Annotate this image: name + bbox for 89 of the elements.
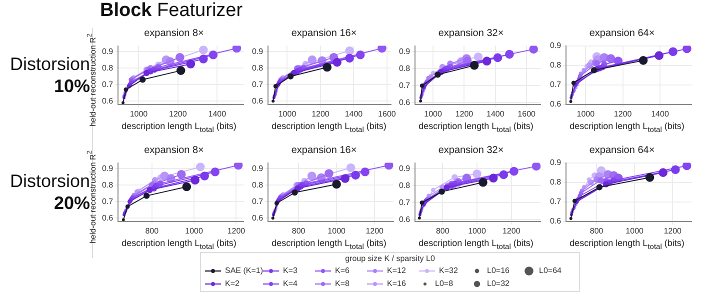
legend-label: K=6 [335,266,350,275]
x-tick-label: 800 [145,226,160,236]
legend-label: K=2 [225,279,240,288]
x-tick-label: 1200 [227,226,246,236]
legend-label: SAE (K=1) [225,266,264,275]
x-axis-title: description length L$_{total}$ (bits) [418,121,534,134]
y-tick-label: 0.8 [398,180,411,190]
y-tick-label: 0.9 [102,164,114,173]
x-tick-label: 1000 [278,109,297,118]
legend-title: group size K / sparsity L0 [344,254,436,263]
x-tick-label: 1000 [626,226,644,236]
x-tick-label: 1000 [468,226,486,236]
y-tick-label: 0.6 [102,213,114,222]
y-tick-label: 0.6 [550,100,562,109]
chart-title: expansion 32× [437,28,505,39]
x-tick-label: 1200 [366,226,384,236]
x-tick-label: 1000 [328,226,346,236]
y-tick-label: 0.9 [102,46,114,56]
legend-label: K=3 [283,266,298,275]
y-tick-label: 0.7 [398,80,411,90]
x-axis-title: description length L$_{total}$ (bits) [120,121,238,134]
x-tick-label: 1000 [130,109,148,118]
y-tick-label: 0.8 [252,180,264,190]
x-tick-label: 1000 [424,109,442,118]
y-tick-label: 0.9 [550,158,562,168]
legend-label: K=16 [387,279,406,288]
x-tick-label: 1200 [169,109,188,118]
x-tick-label: 1000 [185,226,204,236]
x-tick-label: 800 [292,226,306,236]
x-tick-label: 1400 [208,109,227,118]
y-tick-label: 0.6 [398,214,411,224]
chart-title: expansion 64× [588,28,656,39]
y-tick-label: 0.8 [398,64,411,73]
text: L0=16 [487,266,510,275]
legend-label: K=12 [387,266,406,275]
x-tick-label: 1200 [664,226,682,236]
x-tick-label: 1200 [502,226,521,236]
y-tick-label: 0.8 [550,178,562,187]
y-tick-label: 0.9 [252,164,264,173]
chart-title: expansion 16× [290,28,358,39]
chart-title: expansion 8× [143,28,205,39]
y-tick-label: 0.8 [252,63,264,72]
x-axis-title: description length L$_{total}$ (bits) [418,238,534,251]
x-tick-label: 1600 [518,109,536,118]
x-tick-label: 1200 [614,109,632,118]
y-tick-label: 0.6 [102,96,114,106]
x-axis-title: description length L$_{total}$ (bits) [120,238,238,251]
text: L0=32 [487,279,510,288]
x-tick-label: 1200 [455,109,474,118]
y-tick-label: 0.9 [398,164,411,173]
chart-title: expansion 8× [143,145,205,156]
y-tick-label: 0.7 [550,197,562,206]
x-tick-label: 1200 [312,109,330,118]
y-tick-label: 0.7 [252,196,264,206]
text: Block Featurizer [100,0,243,22]
y-tick-label: 0.8 [102,63,114,72]
x-tick-label: 1400 [486,109,505,118]
y-tick-label: 0.9 [550,41,562,50]
text: L0=8 [435,279,454,288]
y-tick-label: 0.7 [252,80,264,89]
y-tick-label: 0.6 [252,96,264,106]
y-tick-label: 0.7 [550,80,562,90]
y-tick-label: 0.7 [102,196,114,206]
y-tick-label: 0.9 [252,46,264,56]
text: L0=64 [539,266,562,275]
x-tick-label: 1000 [576,109,596,118]
chart-title: expansion 32× [437,145,505,156]
x-axis-title: description length L$_{total}$ (bits) [568,121,686,134]
x-tick-label: 1400 [344,109,364,118]
chart-title: expansion 64× [588,145,656,156]
chart-title: expansion 16× [290,145,358,156]
x-tick-label: 1600 [378,109,396,118]
y-tick-label: 0.8 [550,60,562,70]
y-tick-label: 0.7 [102,80,114,89]
y-tick-label: 0.9 [398,46,411,56]
x-axis-title: description length L$_{total}$ (bits) [270,238,388,251]
x-tick-label: 1400 [651,109,670,118]
legend-label: K=4 [283,279,298,288]
y-tick-label: 0.8 [102,180,114,190]
x-axis-title: description length L$_{total}$ (bits) [568,238,686,251]
legend-label: K=32 [439,266,458,275]
x-axis-title: description length L$_{total}$ (bits) [270,121,388,134]
y-tick-label: 0.7 [398,198,411,207]
y-tick-label: 0.6 [550,216,562,226]
legend-label: K=8 [335,279,350,288]
y-tick-label: 0.6 [252,213,264,222]
x-tick-label: 800 [436,226,450,236]
x-tick-label: 800 [590,226,604,236]
y-tick-label: 0.6 [398,98,411,107]
